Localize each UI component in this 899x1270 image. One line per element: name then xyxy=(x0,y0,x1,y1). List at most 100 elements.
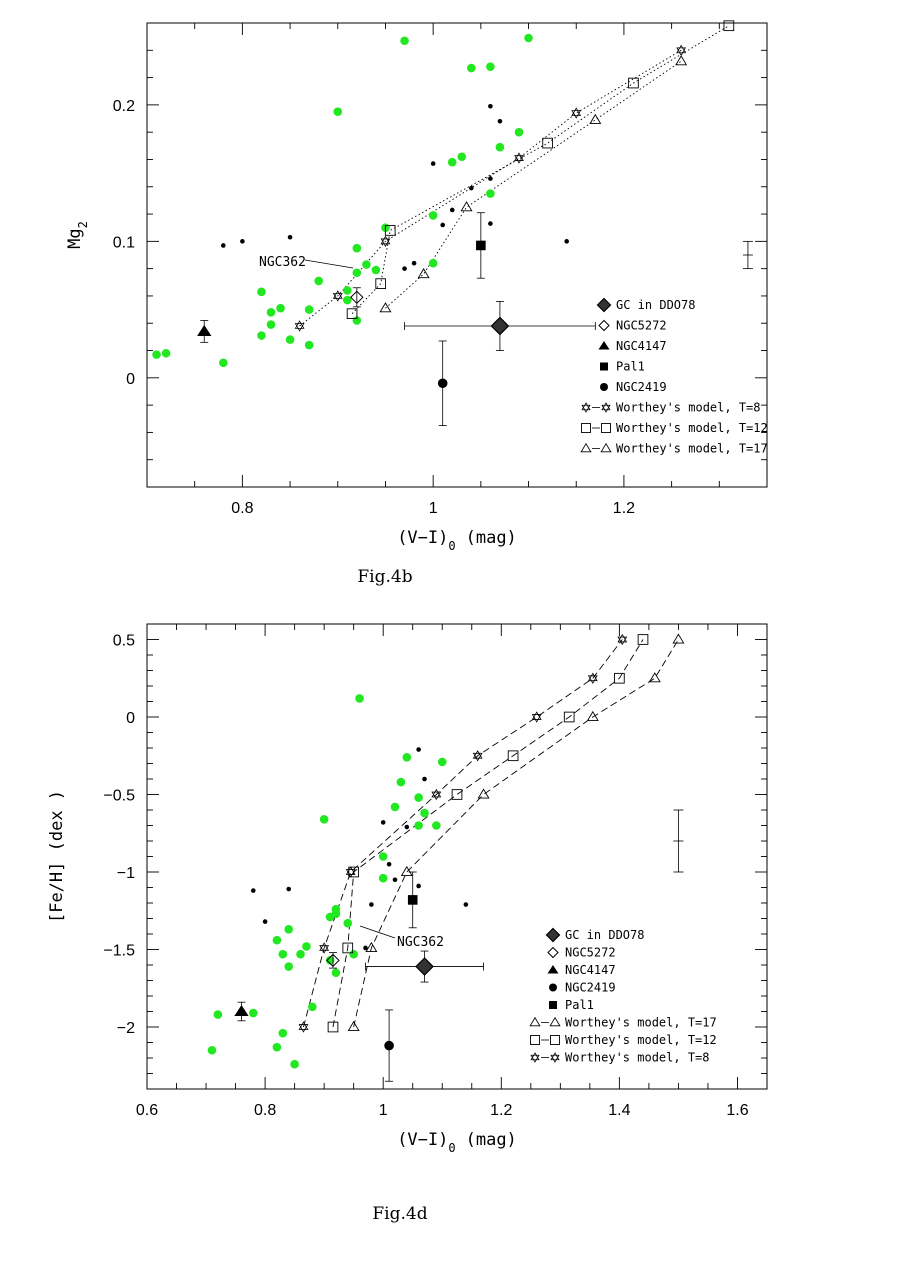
model-point-open-star xyxy=(472,750,483,762)
black-cluster-point xyxy=(369,902,374,907)
model-point-open-triangle xyxy=(460,201,473,212)
model-point-open-triangle xyxy=(417,268,430,279)
star-tri-up xyxy=(571,107,582,116)
green-cluster-point xyxy=(257,331,266,340)
x-axis-title-sub: 0 xyxy=(448,1141,455,1155)
model-point-open-square xyxy=(451,789,463,800)
black-cluster-point xyxy=(363,945,368,951)
black-cluster-point xyxy=(449,207,455,213)
green-cluster-point xyxy=(285,335,295,344)
star-tri-up xyxy=(332,290,343,299)
black-cluster-point xyxy=(286,886,292,892)
black-cluster-point xyxy=(416,883,421,889)
black-cluster-point xyxy=(221,243,226,248)
legend-marker xyxy=(529,1016,541,1027)
star-tri-up xyxy=(514,152,524,161)
plot-frame xyxy=(146,22,768,488)
model-point-open-triangle xyxy=(477,788,490,799)
green-cluster-point xyxy=(514,127,524,137)
legend-marker xyxy=(598,319,610,332)
green-cluster-point xyxy=(343,918,353,928)
model-point-open-star xyxy=(431,788,442,801)
legend-marker xyxy=(547,946,559,959)
x-tick-label: 1.4 xyxy=(608,1102,630,1119)
model-point-open-star xyxy=(298,1021,309,1033)
model-point-open-triangle xyxy=(586,710,599,722)
model-point-open-square xyxy=(563,711,575,723)
legend-marker xyxy=(581,402,591,413)
cluster-filled-diamond-large xyxy=(490,316,510,336)
legend-marker xyxy=(549,983,557,992)
x-tick-label: 0.8 xyxy=(254,1102,276,1119)
cluster-filled-triangle xyxy=(197,324,212,336)
x-axis-title-sub: 0 xyxy=(448,539,455,553)
black-cluster-point xyxy=(488,103,493,109)
model-point-open-square xyxy=(348,866,359,878)
star-tri-up xyxy=(676,44,687,54)
green-cluster-point xyxy=(319,815,329,824)
green-cluster-point xyxy=(278,1028,288,1038)
green-cluster-point xyxy=(362,260,371,269)
model-point-open-star xyxy=(617,633,628,646)
model-point-open-square xyxy=(327,1021,339,1033)
legend-marker xyxy=(581,423,591,433)
star-tri-down xyxy=(319,945,330,954)
green-cluster-point xyxy=(396,777,406,787)
cluster-open-diamond xyxy=(326,953,340,968)
y-tick-label: −2 xyxy=(117,1020,135,1037)
star-tri-down xyxy=(601,404,611,413)
x-axis-title-main: (V−I) xyxy=(397,528,448,548)
legend-marker xyxy=(600,383,608,391)
legend-label: NGC2419 xyxy=(565,981,616,995)
green-cluster-point xyxy=(414,821,423,830)
green-cluster-point xyxy=(486,189,495,198)
chart-feh-vs-vi: 0.6 0.8 1 1.2 1.4 1.6−2−1.5−1−0.500.5(V−I)0 (m… xyxy=(47,623,768,1224)
model-point-open-square xyxy=(637,634,649,645)
legend-marker xyxy=(550,1052,560,1063)
legend-label: NGC4147 xyxy=(565,963,616,977)
model-point-open-square xyxy=(542,137,553,149)
cluster-filled-circle xyxy=(437,378,448,389)
black-cluster-point xyxy=(402,266,407,271)
y-axis-title-sub: 2 xyxy=(76,221,90,228)
model-point-open-star xyxy=(380,235,391,248)
legend-marker xyxy=(580,442,592,453)
x-tick-label: 0.6 xyxy=(136,1102,158,1119)
legend-label: NGC5272 xyxy=(616,319,667,333)
green-cluster-point xyxy=(343,286,352,295)
model-point-open-square xyxy=(614,672,625,684)
green-cluster-point xyxy=(331,909,341,919)
model-point-open-star xyxy=(294,320,305,332)
model-point-open-triangle xyxy=(400,865,413,877)
star-tri-down xyxy=(332,293,343,302)
green-cluster-point xyxy=(257,287,266,297)
model-point-open-star xyxy=(514,152,524,164)
black-cluster-point xyxy=(430,161,436,166)
star-tri-down xyxy=(298,1024,309,1033)
black-cluster-point xyxy=(392,877,398,883)
green-cluster-point xyxy=(302,942,311,951)
y-tick-label: 0 xyxy=(126,710,135,727)
legend-marker xyxy=(530,1052,540,1063)
figure-caption: Fig.4d xyxy=(372,1204,427,1224)
green-cluster-point xyxy=(266,320,276,329)
star-tri-down xyxy=(617,636,628,646)
y-tick-label: 0.1 xyxy=(113,234,135,251)
y-tick-label: 0.5 xyxy=(113,633,135,650)
green-cluster-point xyxy=(428,211,438,220)
green-cluster-point xyxy=(304,305,314,314)
annotation-leader xyxy=(359,925,396,939)
cluster-filled-square xyxy=(407,895,418,905)
black-cluster-point xyxy=(416,747,421,752)
model-point-open-triangle xyxy=(648,672,661,683)
model-point-open-star xyxy=(676,44,687,56)
green-cluster-point xyxy=(304,340,314,350)
star-tri-down xyxy=(294,323,305,332)
green-cluster-point xyxy=(467,63,476,73)
green-cluster-point xyxy=(420,808,429,818)
legend-marker xyxy=(549,1001,557,1009)
star-tri-up xyxy=(550,1052,560,1061)
x-tick-label: 1.6 xyxy=(726,1102,748,1119)
star-tri-down xyxy=(431,791,442,801)
y-tick-label: −1 xyxy=(117,865,135,882)
